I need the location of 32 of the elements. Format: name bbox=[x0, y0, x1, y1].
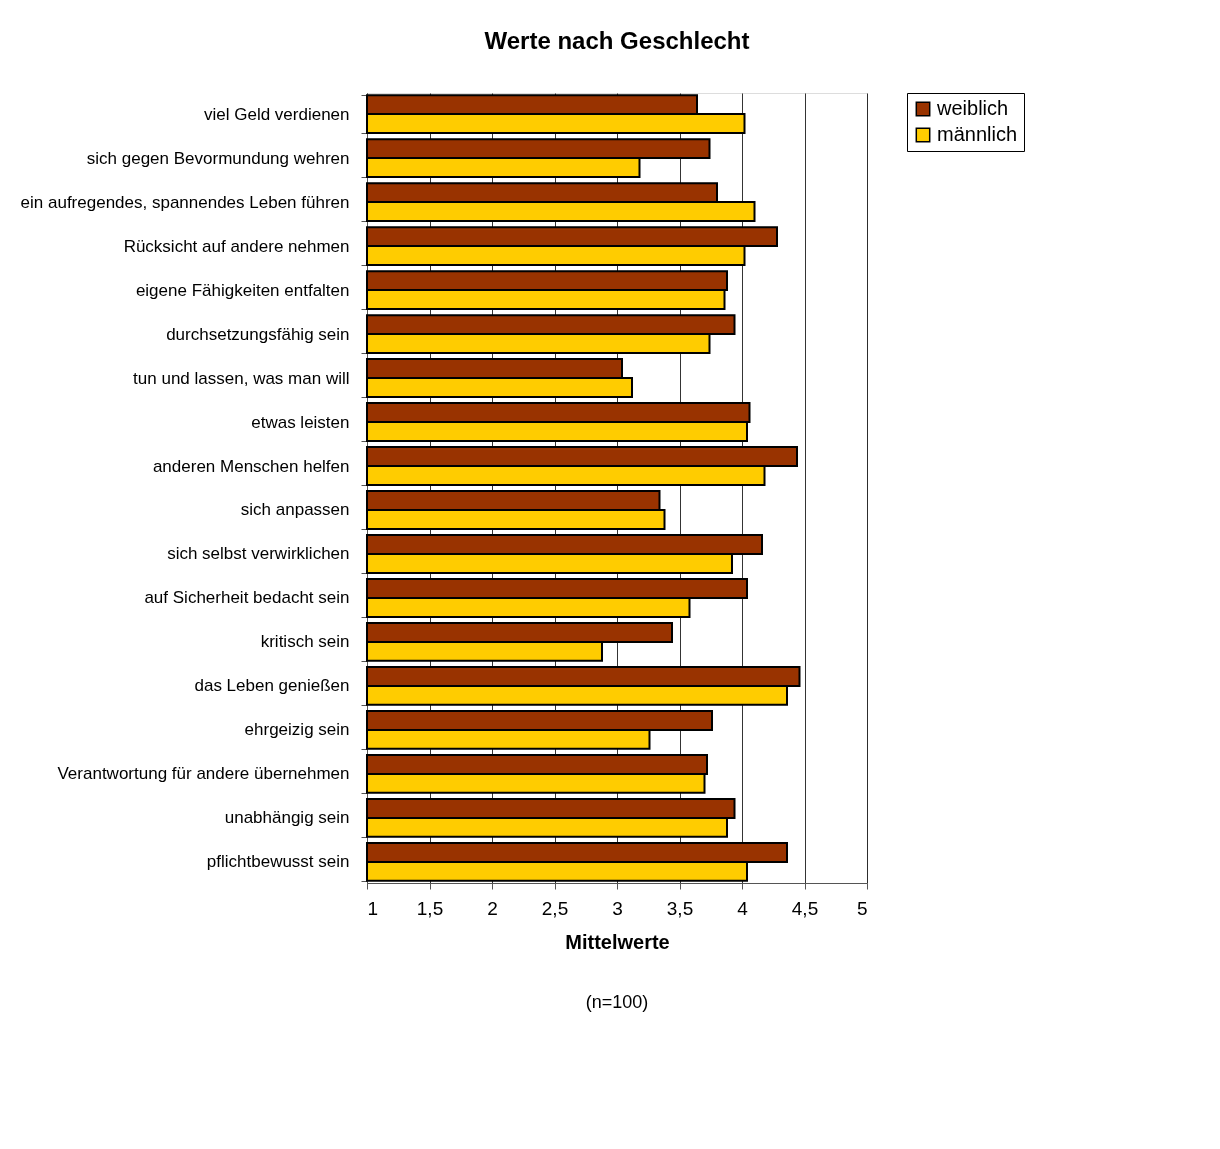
y-tick-label: ehrgeizig sein bbox=[244, 720, 350, 740]
x-tick-label: 3,5 bbox=[666, 897, 694, 919]
y-tick-label: das Leben genießen bbox=[194, 676, 350, 696]
y-tick-label: viel Geld verdienen bbox=[203, 104, 350, 124]
y-tick-label: durchsetzungsfähig sein bbox=[166, 324, 350, 344]
y-tick-label: anderen Menschen helfen bbox=[152, 456, 350, 476]
y-tick-label: pflichtbewusst sein bbox=[206, 852, 350, 872]
y-tick-label: sich gegen Bevormundung wehren bbox=[86, 148, 350, 168]
y-tick-label: auf Sicherheit bedacht sein bbox=[144, 588, 350, 608]
x-tick-label: 5 bbox=[856, 897, 868, 919]
y-tick-label: kritisch sein bbox=[260, 632, 350, 652]
x-axis-title: Mittelwerte bbox=[565, 930, 670, 953]
y-tick-label: Verantwortung für andere übernehmen bbox=[57, 764, 350, 784]
y-tick-label: sich selbst verwirklichen bbox=[167, 544, 350, 564]
text: (n=100) bbox=[585, 992, 649, 1012]
x-tick-label: 4,5 bbox=[791, 897, 819, 919]
legend-label: männlich bbox=[937, 123, 1018, 145]
y-tick-label: tun und lassen, was man will bbox=[133, 368, 350, 388]
y-tick-label: unabhängig sein bbox=[224, 808, 350, 828]
x-tick-label: 2,5 bbox=[541, 897, 569, 919]
y-tick-label: Rücksicht auf andere nehmen bbox=[123, 236, 350, 256]
x-tick-label: 4 bbox=[737, 897, 749, 919]
chart-title: Werte nach Geschlecht bbox=[484, 27, 750, 54]
legend-label: weiblich bbox=[936, 97, 1009, 119]
y-tick-label: ein aufregendes, spannendes Leben führen bbox=[20, 192, 350, 212]
y-tick-label: sich anpassen bbox=[240, 500, 350, 520]
x-tick-label: 2 bbox=[487, 897, 498, 919]
x-tick-label: 1 bbox=[367, 897, 379, 919]
x-tick-label: 1,5 bbox=[416, 897, 444, 919]
y-tick-label: eigene Fähigkeiten entfalten bbox=[135, 280, 350, 300]
y-tick-label: etwas leisten bbox=[251, 412, 350, 432]
x-tick-label: 3 bbox=[612, 897, 623, 919]
